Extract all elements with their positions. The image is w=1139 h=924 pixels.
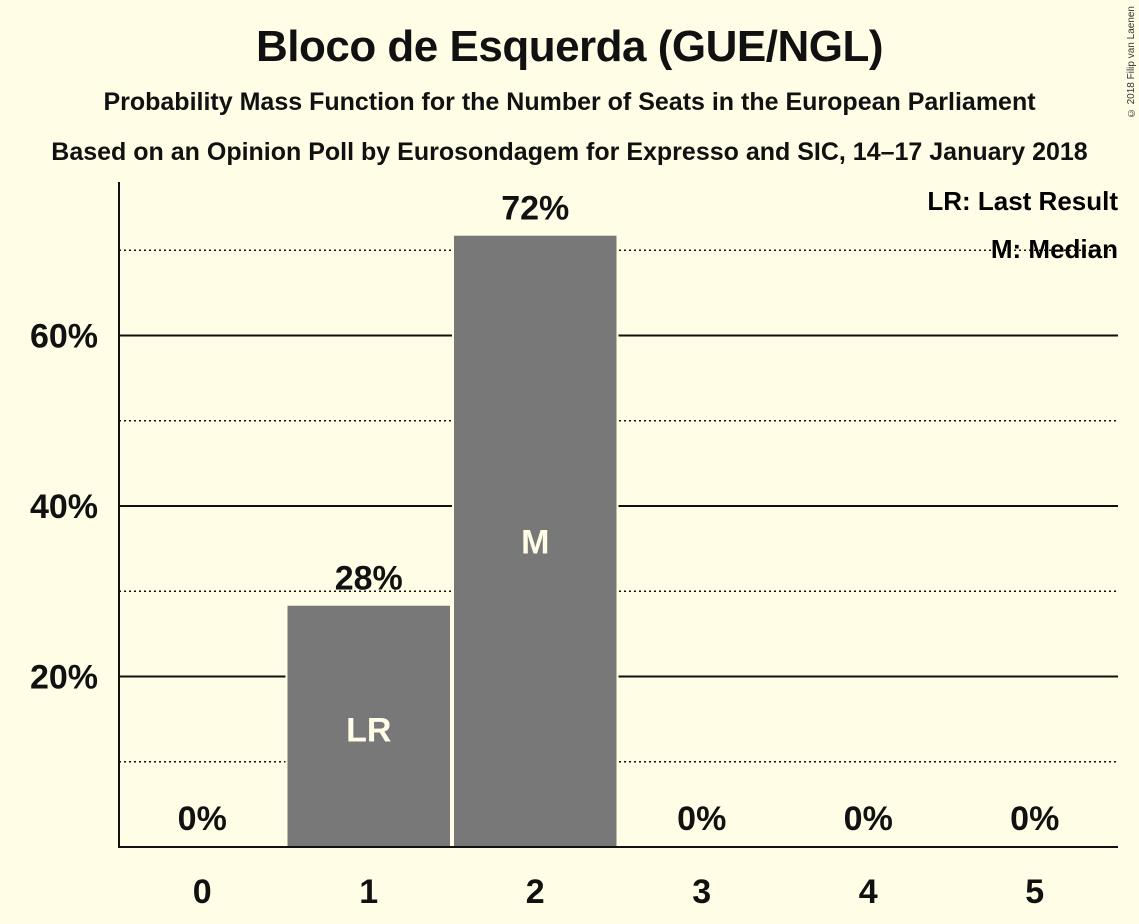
value-label: 0% [1010, 800, 1059, 838]
legend-last-result: LR: Last Result [927, 186, 1118, 216]
x-tick-label: 1 [359, 873, 378, 911]
x-tick-label: 5 [1025, 873, 1044, 911]
value-label: 0% [844, 800, 893, 838]
value-label: 28% [335, 560, 403, 598]
chart-title: Bloco de Esquerda (GUE/NGL) [255, 22, 884, 71]
axes [118, 182, 1118, 848]
bar [454, 235, 617, 847]
x-tick-label: 0 [193, 873, 212, 911]
bar-marker: LR [346, 711, 391, 749]
legend-median: M: Median [991, 234, 1118, 264]
bar-marker: M [521, 523, 549, 561]
y-tick-label: 20% [30, 658, 98, 696]
value-label: 0% [677, 800, 726, 838]
bar [287, 605, 450, 847]
y-tick-label: 60% [30, 317, 98, 355]
chart-source: Based on an Opinion Poll by Eurosondagem… [51, 138, 1088, 166]
x-tick-label: 2 [526, 873, 545, 911]
y-tick-label: 40% [30, 488, 98, 526]
value-label: 72% [501, 190, 569, 228]
x-tick-label: 4 [859, 873, 878, 911]
bars [285, 233, 619, 847]
x-tick-label: 3 [692, 873, 711, 911]
value-label: 0% [178, 800, 227, 838]
chart-subtitle: Probability Mass Function for the Number… [103, 88, 1036, 116]
